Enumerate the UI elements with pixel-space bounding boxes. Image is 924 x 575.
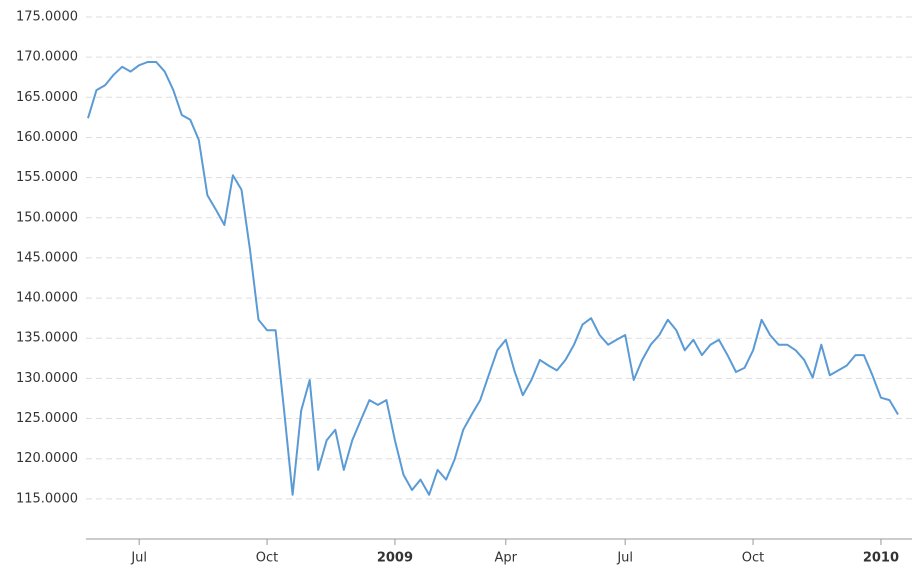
y-tick-label: 155.0000 bbox=[16, 170, 78, 185]
x-tick-label: Apr bbox=[495, 551, 518, 566]
line bbox=[87, 61, 899, 496]
y-tick-label: 145.0000 bbox=[16, 250, 78, 265]
y-tick-label: 135.0000 bbox=[16, 331, 78, 346]
y-tick-label: 165.0000 bbox=[16, 90, 78, 105]
x-tick-label: 2009 bbox=[377, 551, 413, 566]
y-tick-label: 130.0000 bbox=[16, 371, 78, 386]
x-tick-label: Oct bbox=[742, 551, 764, 566]
y-tick-label: 115.0000 bbox=[16, 491, 78, 506]
y-tick-label: 175.0000 bbox=[16, 10, 78, 25]
x-tick-label: 2010 bbox=[863, 551, 899, 566]
x-tick-label: Jul bbox=[616, 551, 633, 566]
x-tick-label: Oct bbox=[256, 551, 278, 566]
y-tick-label: 125.0000 bbox=[16, 411, 78, 426]
y-tick-label: 120.0000 bbox=[16, 451, 78, 466]
y-tick-label: 160.0000 bbox=[16, 130, 78, 145]
y-tick-label: 150.0000 bbox=[16, 210, 78, 225]
x-tick-label: Jul bbox=[130, 551, 147, 566]
y-tick-label: 140.0000 bbox=[16, 291, 78, 306]
y-tick-label: 170.0000 bbox=[16, 50, 78, 65]
